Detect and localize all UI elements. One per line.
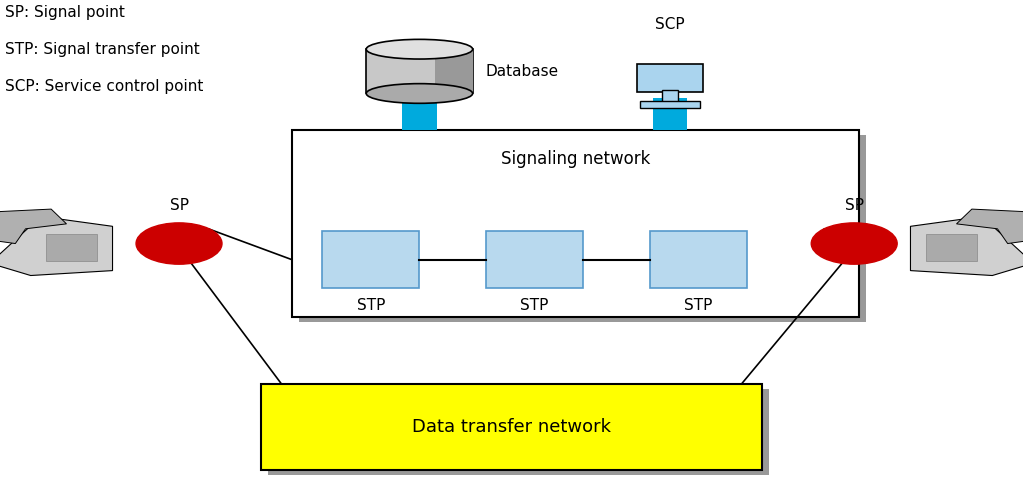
Polygon shape (0, 216, 113, 276)
Circle shape (136, 223, 222, 264)
Bar (640, 101, 700, 108)
Bar (662, 90, 678, 102)
Circle shape (811, 223, 897, 264)
Text: SP: SP (845, 198, 863, 213)
Polygon shape (0, 209, 66, 244)
Polygon shape (926, 234, 977, 261)
Bar (650, 231, 747, 288)
Bar (653, 98, 687, 130)
Bar (322, 231, 419, 288)
Text: SCP: Service control point: SCP: Service control point (5, 79, 204, 93)
Bar (299, 135, 866, 322)
Text: SCP: SCP (656, 17, 684, 32)
Polygon shape (366, 49, 473, 93)
Ellipse shape (366, 39, 473, 59)
Text: SP: Signal point: SP: Signal point (5, 5, 125, 20)
Bar (402, 98, 437, 130)
Text: Data transfer network: Data transfer network (412, 418, 611, 436)
Text: STP: STP (684, 298, 712, 312)
Text: SP: SP (170, 198, 188, 213)
Bar (268, 389, 769, 475)
Bar (486, 231, 583, 288)
Bar (261, 384, 762, 470)
Bar (636, 64, 704, 92)
Ellipse shape (366, 84, 473, 103)
Text: STP: STP (521, 298, 548, 312)
Text: STP: STP (357, 298, 385, 312)
Text: Database: Database (486, 64, 559, 79)
Text: Signaling network: Signaling network (500, 150, 651, 168)
Text: STP: Signal transfer point: STP: Signal transfer point (5, 42, 199, 57)
Polygon shape (46, 234, 97, 261)
Polygon shape (957, 209, 1023, 244)
Polygon shape (436, 49, 473, 93)
Polygon shape (910, 216, 1023, 276)
Bar (292, 130, 859, 317)
